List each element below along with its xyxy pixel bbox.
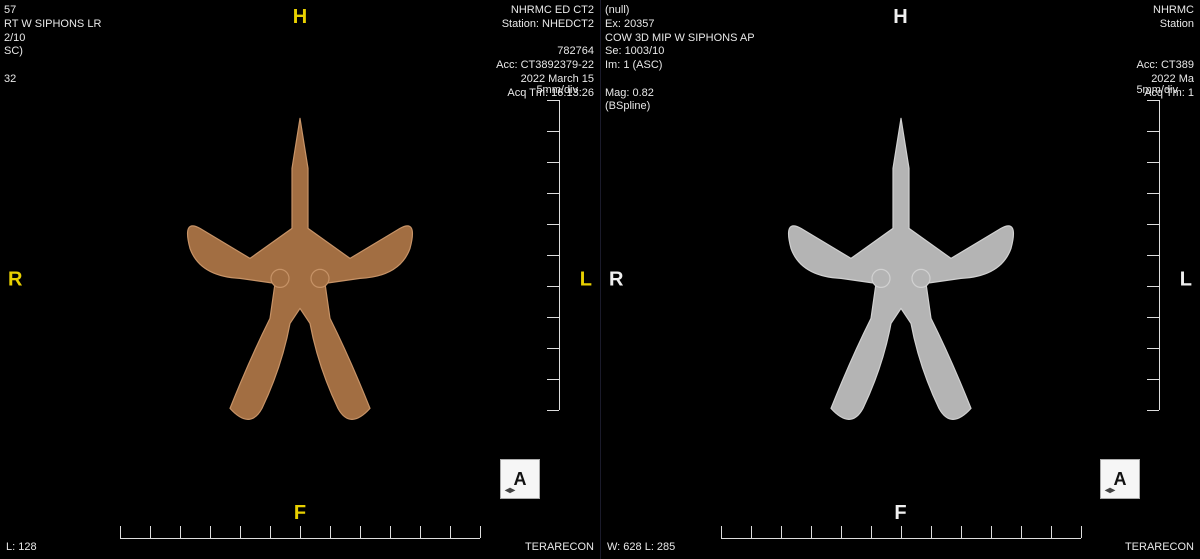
ruler-vertical (546, 100, 560, 410)
orient-bottom: F (294, 502, 306, 525)
image-pane-left[interactable]: H R L F 57 RT W SIPHONS LR 2/10 SC) 32 N… (0, 0, 600, 559)
orient-right: L (1180, 268, 1192, 291)
ruler-horizontal (120, 525, 480, 539)
overlay-top-left: (null) Ex: 20357 COW 3D MIP W SIPHONS AP… (605, 4, 755, 114)
orientation-cube-letter: A (1114, 469, 1127, 490)
orientation-cube-arrow-icon: ◂▸ (505, 485, 515, 496)
overlay-bottom-left: W: 628 L: 285 (607, 541, 675, 555)
orientation-cube-letter: A (514, 469, 527, 490)
image-silhouette-right (751, 108, 1051, 438)
orient-left: R (8, 268, 22, 291)
overlay-bottom-right: TERARECON (1125, 541, 1194, 555)
overlay-bottom-left: L: 128 (6, 541, 37, 555)
image-pane-right[interactable]: H R L F (null) Ex: 20357 COW 3D MIP W SI… (600, 0, 1200, 559)
image-silhouette-left (150, 108, 450, 438)
orient-top: H (293, 6, 307, 29)
ruler-vertical (1146, 100, 1160, 410)
orientation-cube[interactable]: A ◂▸ (1100, 459, 1140, 499)
overlay-bottom-right: TERARECON (525, 541, 594, 555)
orient-right: L (580, 268, 592, 291)
orient-bottom: F (894, 502, 906, 525)
scale-label: 5mm/div (1136, 84, 1178, 96)
orientation-cube-arrow-icon: ◂▸ (1105, 485, 1115, 496)
viewer-row: H R L F 57 RT W SIPHONS LR 2/10 SC) 32 N… (0, 0, 1200, 559)
ruler-horizontal (721, 525, 1081, 539)
orientation-cube[interactable]: A ◂▸ (500, 459, 540, 499)
scale-label: 5mm/div (536, 84, 578, 96)
orient-top: H (893, 6, 907, 29)
orient-left: R (609, 268, 623, 291)
overlay-top-left: 57 RT W SIPHONS LR 2/10 SC) 32 (4, 4, 101, 87)
